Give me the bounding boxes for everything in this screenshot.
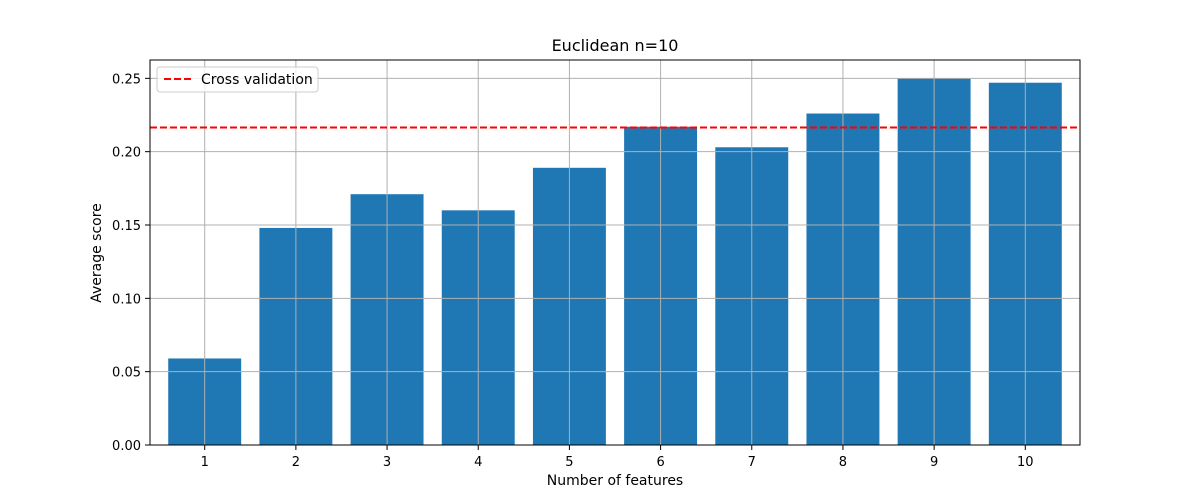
axes-frame: [149, 59, 1081, 446]
y-tick-label: 0.20: [112, 146, 141, 161]
x-axis-title: Number of features: [547, 473, 683, 489]
x-tick-label: 3: [383, 455, 391, 470]
legend-label: Cross validation: [201, 72, 313, 88]
x-tick-label: 10: [1017, 455, 1034, 470]
x-tick-label: 8: [839, 455, 847, 470]
y-tick-label: 0.15: [112, 219, 141, 234]
x-tick-label: 4: [474, 455, 482, 470]
chart-title: Euclidean n=10: [552, 36, 679, 55]
x-tick-label: 6: [656, 455, 664, 470]
legend-box: [156, 66, 319, 93]
x-tick-label: 7: [748, 455, 756, 470]
x-tick-label: 5: [565, 455, 573, 470]
x-tick-label: 9: [930, 455, 938, 470]
y-tick-label: 0.10: [112, 292, 141, 307]
x-tick-label: 2: [292, 455, 300, 470]
y-tick-label: 0.05: [112, 366, 141, 381]
y-tick-label: 0.25: [112, 72, 141, 87]
y-tick-label: 0.00: [112, 439, 141, 454]
x-tick-label: 1: [201, 455, 209, 470]
y-axis-title: Average score: [89, 203, 105, 303]
plot-area: 1 2 3 4 5 6 7 8 9 10 0.00 0.05 0.10 0.15 0.20 0.25 Cross…: [112, 59, 1081, 470]
